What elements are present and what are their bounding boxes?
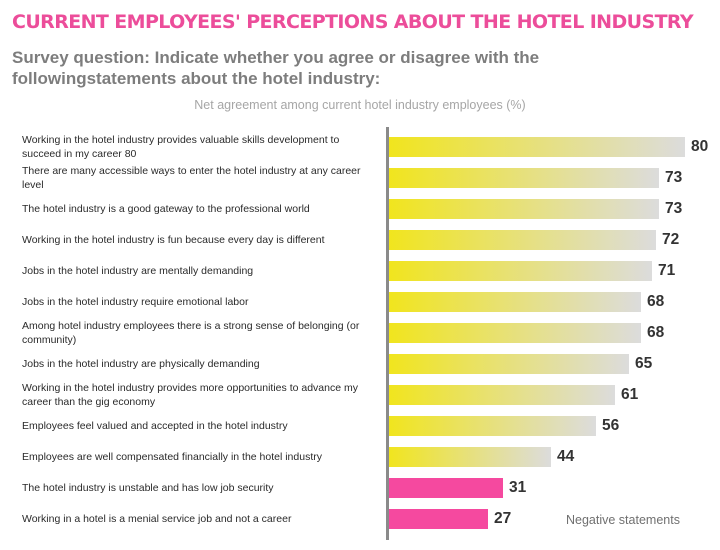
chart-subtitle: Survey question: Indicate whether you ag… bbox=[12, 48, 540, 88]
category-label-11: Employees are well compensated financial… bbox=[22, 451, 322, 463]
value-label-11: 44 bbox=[557, 448, 575, 465]
category-label-8: Jobs in the hotel industry are physicall… bbox=[22, 358, 260, 370]
category-label-12: The hotel industry is unstable and has l… bbox=[22, 482, 274, 494]
axis-line bbox=[386, 127, 389, 540]
bar-1 bbox=[387, 137, 685, 157]
bar-13 bbox=[387, 509, 488, 529]
value-label-1: 80 bbox=[691, 138, 709, 155]
value-label-4: 72 bbox=[662, 231, 680, 248]
value-label-3: 73 bbox=[665, 200, 683, 217]
category-label-2: There are many accessible ways to enter … bbox=[22, 165, 361, 191]
value-label-12: 31 bbox=[509, 479, 527, 496]
category-label-10: Employees feel valued and accepted in th… bbox=[22, 420, 288, 432]
value-label-6: 68 bbox=[647, 293, 665, 310]
category-label-5: Jobs in the hotel industry are mentally … bbox=[22, 265, 254, 277]
bar-9 bbox=[387, 385, 615, 405]
category-label-3: The hotel industry is a good gateway to … bbox=[22, 203, 310, 215]
bar-4 bbox=[387, 230, 656, 250]
bar-10 bbox=[387, 416, 596, 436]
bar-7 bbox=[387, 323, 641, 343]
bar-6 bbox=[387, 292, 641, 312]
negative-statements-note: Negative statements bbox=[566, 513, 680, 527]
category-label-13: Working in a hotel is a menial service j… bbox=[22, 513, 292, 525]
value-label-8: 65 bbox=[635, 355, 653, 372]
value-label-2: 73 bbox=[665, 169, 683, 186]
category-label-1: Working in the hotel industry provides v… bbox=[22, 134, 340, 160]
category-label-7: Among hotel industry employees there is … bbox=[22, 320, 360, 346]
bar-3 bbox=[387, 199, 659, 219]
value-label-9: 61 bbox=[621, 386, 639, 403]
bar-5 bbox=[387, 261, 652, 281]
value-label-7: 68 bbox=[647, 324, 665, 341]
category-label-9: Working in the hotel industry provides m… bbox=[22, 382, 358, 408]
bar-8 bbox=[387, 354, 629, 374]
bar-11 bbox=[387, 447, 551, 467]
value-label-10: 56 bbox=[602, 417, 620, 434]
bar-12 bbox=[387, 478, 503, 498]
bar-2 bbox=[387, 168, 659, 188]
axis-label: Net agreement among current hotel indust… bbox=[194, 98, 526, 112]
category-label-6: Jobs in the hotel industry require emoti… bbox=[22, 296, 249, 308]
chart-title: CURRENT EMPLOYEES' PERCEPTIONS ABOUT THE… bbox=[12, 11, 694, 33]
category-label-4: Working in the hotel industry is fun bec… bbox=[22, 234, 325, 246]
value-label-5: 71 bbox=[658, 262, 676, 279]
value-label-13: 27 bbox=[494, 510, 512, 527]
